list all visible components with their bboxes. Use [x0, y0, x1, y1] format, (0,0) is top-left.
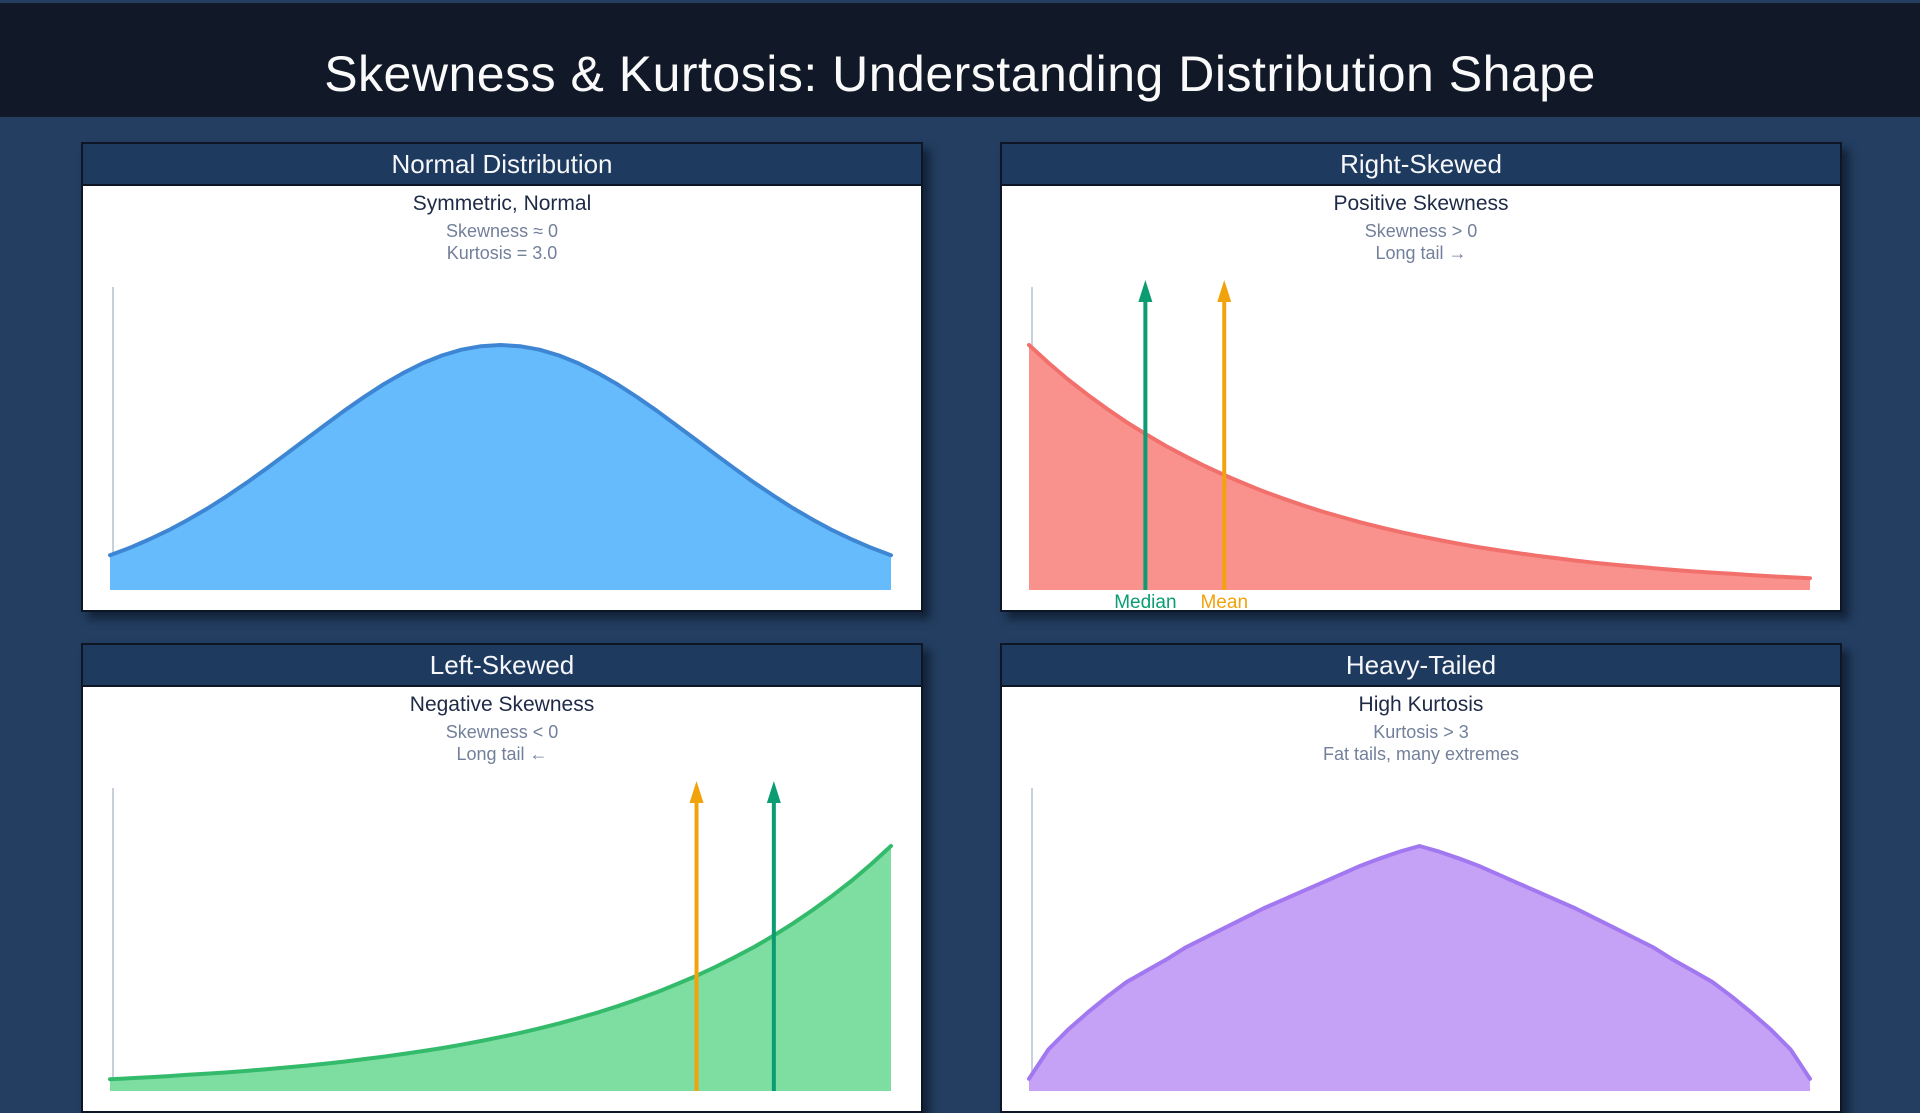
panel-title: Heavy-Tailed	[1345, 649, 1497, 680]
stat-line: Skewness > 0	[1364, 221, 1478, 241]
stat-line: Long tail →	[1375, 243, 1467, 263]
panel-body: High Kurtosis Kurtosis > 3 Fat tails, ma…	[1002, 687, 1840, 1111]
chart-caption: Symmetric, Normal Skewness ≈ 0 Kurtosis …	[83, 192, 921, 264]
panel-right-skewed: Right-Skewed Positive Skewness Skewness …	[1000, 142, 1842, 612]
panel-title-bar: Heavy-Tailed	[1002, 645, 1840, 687]
stat-line: Skewness ≈ 0	[446, 221, 558, 241]
mean-line-label: Mean	[1200, 592, 1248, 610]
panel-body: Positive Skewness Skewness > 0 Long tail…	[1002, 186, 1840, 610]
stat-line: Kurtosis > 3	[1373, 722, 1469, 742]
panel-title: Right-Skewed	[1340, 148, 1502, 179]
panel-heavy-tailed: Heavy-Tailed High Kurtosis Kurtosis > 3 …	[1000, 643, 1842, 1113]
panel-title-bar: Normal Distribution	[83, 144, 921, 186]
chart-caption: High Kurtosis Kurtosis > 3 Fat tails, ma…	[1002, 693, 1840, 765]
chart-subtitle: Negative Skewness	[409, 693, 595, 716]
page-title: Skewness & Kurtosis: Understanding Distr…	[324, 46, 1596, 102]
mean-line-arrowhead	[1217, 280, 1232, 302]
median-line-arrowhead	[766, 781, 781, 803]
panel-title: Normal Distribution	[391, 148, 613, 179]
chart-subtitle: Symmetric, Normal	[412, 192, 592, 215]
panel-body: Symmetric, Normal Skewness ≈ 0 Kurtosis …	[83, 186, 921, 610]
chart-caption: Positive Skewness Skewness > 0 Long tail…	[1002, 192, 1840, 264]
stat-line: Skewness < 0	[445, 722, 559, 742]
left-skewed-chart	[108, 781, 893, 1091]
panel-body: Negative Skewness Skewness < 0 Long tail…	[83, 687, 921, 1111]
stat-line: Long tail ←	[456, 744, 548, 764]
right-skewed-chart: Median Mean	[1027, 280, 1812, 610]
page-header: Skewness & Kurtosis: Understanding Distr…	[0, 3, 1920, 117]
chart-caption: Negative Skewness Skewness < 0 Long tail…	[83, 693, 921, 765]
median-line-arrowhead	[1138, 280, 1153, 302]
panel-title: Left-Skewed	[429, 649, 575, 680]
panel-title-bar: Right-Skewed	[1002, 144, 1840, 186]
mean-line-arrowhead	[689, 781, 704, 803]
panel-left-skewed: Left-Skewed Negative Skewness Skewness <…	[81, 643, 923, 1113]
median-line-label: Median	[1114, 592, 1176, 610]
panel-normal-distribution: Normal Distribution Symmetric, Normal Sk…	[81, 142, 923, 612]
panel-title-bar: Left-Skewed	[83, 645, 921, 687]
chart-subtitle: High Kurtosis	[1358, 693, 1484, 716]
stat-line: Fat tails, many extremes	[1322, 744, 1520, 764]
normal-distribution-chart	[108, 287, 893, 590]
chart-subtitle: Positive Skewness	[1333, 192, 1509, 215]
stat-line: Kurtosis = 3.0	[446, 243, 558, 263]
panels-grid: Normal Distribution Symmetric, Normal Sk…	[0, 117, 1920, 1113]
heavy-tailed-chart	[1027, 788, 1812, 1091]
